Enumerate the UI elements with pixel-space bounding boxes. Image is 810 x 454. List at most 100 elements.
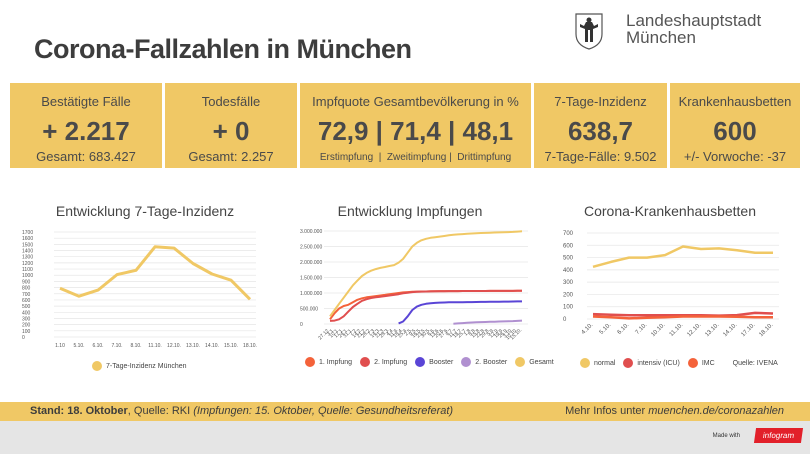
legend-item[interactable]: IMC — [687, 358, 715, 368]
y-tick-label: 0 — [300, 322, 303, 328]
series-line-intensiv-icu- — [592, 311, 774, 317]
x-tick-label: 3.1. — [326, 327, 336, 337]
y-tick-label: 1.000.000 — [300, 291, 322, 297]
x-tick-label: 7.2. — [349, 327, 359, 337]
y-tick-label: 1600 — [22, 236, 33, 242]
x-tick-label: 7.10. — [635, 322, 649, 336]
y-tick-label: 700 — [22, 292, 31, 298]
branding-bar: Made with infogram — [0, 421, 810, 454]
y-tick-label: 300 — [563, 280, 574, 286]
y-tick-label: 3.000.000 — [300, 229, 322, 235]
kpi-sub: Erstimpfung | Zweitimpfung | Drittimpfun… — [319, 152, 512, 163]
x-tick-label: 6.6. — [426, 327, 436, 337]
kpi-value: + 0 — [212, 116, 250, 146]
x-tick-label: 6.10. — [617, 322, 631, 336]
legend-dot-icon — [92, 361, 102, 371]
legend-item[interactable]: Booster — [415, 357, 453, 367]
x-tick-label: 5.10. — [73, 343, 84, 349]
legend-item[interactable]: 7-Tage-Inzidenz München — [92, 361, 187, 371]
x-tick-label: 11.4. — [388, 327, 400, 339]
x-tick-label: 17.10. — [740, 322, 756, 338]
kpi-cases: Bestätigte Fälle + 2.217 Gesamt: 683.427 — [10, 83, 162, 168]
x-tick-label: 13.10. — [186, 343, 200, 349]
kpi-sub: +/- Vorwoche: -37 — [683, 149, 787, 164]
chart-title-incidence: Entwicklung 7-Tage-Inzidenz — [55, 203, 235, 219]
kpi-row: Bestätigte Fälle + 2.217 Gesamt: 683.427… — [10, 83, 800, 168]
kpi-vaccination-rate: Impfquote Gesamtbevölkerung in % 72,9 | … — [300, 83, 531, 168]
y-tick-label: 500.000 — [300, 307, 318, 313]
legend-label: Gesamt — [529, 358, 554, 366]
footer-source-text: , Quelle: RKI — [127, 405, 194, 417]
x-tick-label: 1.8. — [463, 327, 473, 337]
x-tick-label: 2.5. — [404, 327, 414, 337]
hospital-legend: normal intensiv (ICU) IMC Quelle: IVENA — [580, 358, 778, 368]
x-tick-label: 10.10. — [650, 322, 666, 338]
legend-label: 7-Tage-Inzidenz München — [106, 362, 187, 370]
y-tick-label: 800 — [22, 286, 31, 292]
kpi-sub: Gesamt: 683.427 — [36, 149, 136, 164]
x-tick-label: 1.10 — [55, 343, 65, 349]
kpi-label: Krankenhausbetten — [678, 94, 792, 109]
x-tick-label: 12.10. — [686, 322, 702, 338]
kpi-label: Impfquote Gesamtbevölkerung in % — [312, 94, 519, 109]
vaccination-legend: 1. Impfung 2. Impfung Booster 2. Booster… — [305, 357, 554, 367]
kpi-label: Bestätigte Fälle — [41, 94, 131, 109]
x-tick-label: 18.10. — [758, 322, 774, 338]
incidence-legend: 7-Tage-Inzidenz München — [92, 361, 187, 371]
x-tick-label: 6.10. — [92, 343, 103, 349]
source-note: Quelle: IVENA — [732, 359, 778, 367]
legend-item[interactable]: intensiv (ICU) — [623, 358, 680, 368]
x-tick-label: 11.7. — [448, 327, 460, 339]
y-tick-label: 1100 — [22, 267, 33, 273]
y-tick-label: 1200 — [22, 261, 33, 267]
legend-dot-icon — [580, 358, 590, 368]
y-tick-label: 1000 — [22, 273, 33, 279]
series-line-7-tage-inzidenz-m-nchen — [59, 245, 252, 301]
legend-item[interactable]: 2. Impfung — [360, 357, 407, 367]
legend-item[interactable]: 1. Impfung — [305, 357, 352, 367]
series-line-imc — [592, 315, 773, 320]
y-tick-label: 0 — [22, 335, 25, 341]
legend-dot-icon — [687, 358, 698, 368]
kpi-label: 7-Tage-Inzidenz — [554, 94, 647, 109]
legend-dot-icon — [623, 358, 634, 368]
city-logo[interactable]: Landeshauptstadt München — [574, 12, 761, 50]
kpi-hospital-beds: Krankenhausbetten 600 +/- Vorwoche: -37 — [670, 83, 800, 168]
footer-vaccination-note: (Impfungen: 15. Oktober, Quelle: Gesundh… — [193, 405, 454, 417]
legend-item[interactable]: 2. Booster — [461, 357, 507, 367]
kpi-deaths: Todesfälle + 0 Gesamt: 2.257 — [165, 83, 297, 168]
infogram-logo[interactable]: infogram — [753, 428, 804, 443]
y-tick-label: 1.500.000 — [300, 276, 322, 282]
x-tick-label: 13.10. — [704, 322, 720, 338]
legend-item[interactable]: normal — [580, 358, 615, 368]
x-tick-label: 9.5. — [408, 327, 418, 337]
footer-bar: Stand: 18. Oktober, Quelle: RKI (Impfung… — [0, 402, 810, 421]
footer-link[interactable]: muenchen.de/coronazahlen — [648, 405, 784, 417]
y-tick-label: 1700 — [22, 230, 33, 236]
vaccination-chart[interactable]: 0 500.000 1.000.000 1.500.000 2.000.000 2.500… — [290, 225, 530, 345]
legend-dot-icon — [415, 357, 426, 367]
y-tick-label: 200 — [563, 292, 574, 298]
kpi-incidence: 7-Tage-Inzidenz 638,7 7-Tage-Fälle: 9.50… — [534, 83, 667, 168]
x-tick-label: 14.10. — [722, 322, 738, 338]
footer-info-text: Mehr Infos unter — [565, 405, 649, 417]
y-tick-label: 2.000.000 — [300, 260, 322, 266]
x-tick-label: 4.4. — [385, 327, 395, 337]
legend-item[interactable]: Gesamt — [515, 357, 554, 367]
legend-label: normal — [594, 359, 616, 367]
y-tick-label: 500 — [563, 256, 574, 262]
series-line-2-booster — [453, 319, 523, 325]
y-tick-label: 400 — [563, 268, 574, 274]
y-tick-label: 300 — [22, 316, 31, 322]
y-tick-label: 900 — [22, 279, 31, 285]
y-tick-label: 500 — [22, 304, 31, 310]
series-line-booster — [398, 300, 522, 325]
x-tick-label: 11.10. — [669, 322, 685, 338]
hospital-chart[interactable]: 0 100 200 300 400 500 600 700 4.10. 5.10. 6.10. 7.1… — [555, 225, 795, 350]
incidence-chart[interactable]: 0100200300400500600700800900100011001200… — [20, 225, 275, 353]
x-tick-label: 14.10. — [205, 343, 219, 349]
footer-date: Stand: 18. Oktober — [30, 405, 128, 417]
y-tick-label: 1300 — [22, 255, 33, 261]
legend-label: IMC — [701, 359, 715, 367]
y-tick-label: 600 — [563, 243, 574, 249]
